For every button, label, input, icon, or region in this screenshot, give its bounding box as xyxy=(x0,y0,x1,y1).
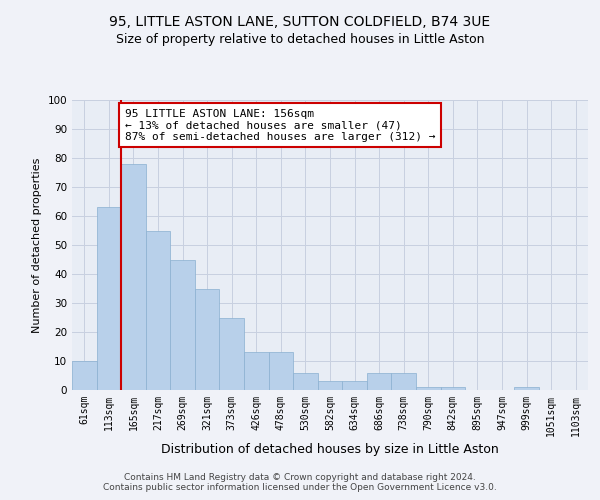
Text: 95, LITTLE ASTON LANE, SUTTON COLDFIELD, B74 3UE: 95, LITTLE ASTON LANE, SUTTON COLDFIELD,… xyxy=(109,15,491,29)
Bar xyxy=(367,372,391,390)
Bar xyxy=(220,318,244,390)
Bar xyxy=(514,387,539,390)
Bar xyxy=(318,382,342,390)
Text: Contains HM Land Registry data © Crown copyright and database right 2024.
Contai: Contains HM Land Registry data © Crown c… xyxy=(103,473,497,492)
Bar xyxy=(440,387,465,390)
X-axis label: Distribution of detached houses by size in Little Aston: Distribution of detached houses by size … xyxy=(161,443,499,456)
Text: Size of property relative to detached houses in Little Aston: Size of property relative to detached ho… xyxy=(116,32,484,46)
Bar xyxy=(195,288,220,390)
Y-axis label: Number of detached properties: Number of detached properties xyxy=(32,158,42,332)
Bar xyxy=(97,208,121,390)
Bar xyxy=(244,352,269,390)
Bar xyxy=(269,352,293,390)
Bar xyxy=(416,387,440,390)
Bar xyxy=(342,382,367,390)
Bar xyxy=(170,260,195,390)
Bar xyxy=(121,164,146,390)
Bar xyxy=(146,230,170,390)
Bar xyxy=(391,372,416,390)
Bar xyxy=(293,372,318,390)
Text: 95 LITTLE ASTON LANE: 156sqm
← 13% of detached houses are smaller (47)
87% of se: 95 LITTLE ASTON LANE: 156sqm ← 13% of de… xyxy=(125,108,436,142)
Bar xyxy=(72,361,97,390)
